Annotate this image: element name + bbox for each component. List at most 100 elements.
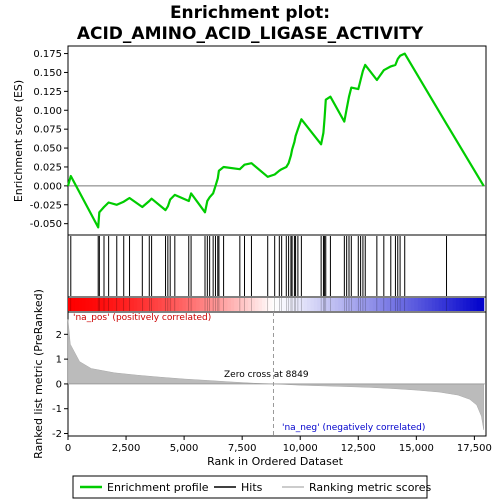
color-bar-segment (455, 298, 461, 311)
x-tick-label: 7,500 (228, 443, 257, 454)
x-tick-label: 5,000 (170, 443, 199, 454)
color-bar-segment (140, 298, 145, 311)
es-y-tick-label: 0.025 (33, 162, 62, 173)
negative-correlation-label: 'na_neg' (negatively correlated) (282, 423, 425, 433)
color-bar-segment (303, 298, 308, 311)
positive-correlation-label: 'na_pos' (positively correlated) (73, 313, 211, 323)
color-bar-segment (216, 298, 222, 311)
color-bar-segment (334, 298, 339, 311)
color-bar-segment (424, 298, 429, 311)
color-bar-segment (192, 298, 197, 311)
color-bar-segment (68, 298, 73, 311)
color-bar-segment (109, 298, 114, 311)
color-bar-segment (324, 298, 329, 311)
color-bar-segment (466, 298, 471, 311)
chart-title-line2: ACID_AMINO_ACID_LIGASE_ACTIVITY (77, 24, 424, 44)
color-bar-segment (248, 298, 253, 311)
color-bar-segment (338, 298, 343, 311)
color-bar-segment (355, 298, 360, 311)
zero-cross-label: Zero cross at 8849 (224, 370, 309, 380)
es-y-axis-title: Enrichment score (ES) (12, 80, 25, 202)
x-tick-label: 0 (65, 443, 71, 454)
color-bar-segment (130, 298, 135, 311)
color-bar-segment (279, 298, 284, 311)
color-bar-segment (126, 298, 131, 311)
color-bar-segment (462, 298, 467, 311)
color-bar-segment (234, 298, 239, 311)
color-bar-segment (400, 298, 405, 311)
color-bar-segment (379, 298, 384, 311)
color-bar-segment (255, 298, 260, 311)
color-bar-segment (178, 298, 183, 311)
color-bar-segment (106, 298, 111, 311)
color-bar-segment (85, 298, 90, 311)
metric-y-axis-title: Ranked list metric (PreRanked) (32, 289, 45, 459)
color-bar-segment (199, 298, 204, 311)
color-bar-segment (116, 298, 121, 311)
metric-y-tick-label: -1 (52, 404, 62, 415)
metric-panel (67, 311, 487, 437)
color-bar-segment (473, 298, 478, 311)
color-bar-segment (258, 298, 263, 311)
x-tick-label: 10,000 (283, 443, 318, 454)
x-tick-label: 2,500 (112, 443, 141, 454)
color-bar-segment (210, 298, 215, 311)
chart-title-line1: Enrichment plot: (170, 3, 330, 23)
color-bar-segment (203, 298, 208, 311)
color-bar-segment (442, 298, 447, 311)
color-bar-segment (407, 298, 412, 311)
color-bar-segment (390, 298, 395, 311)
es-panel (67, 45, 487, 236)
color-bar-segment (92, 298, 97, 311)
color-bar-segment (99, 298, 104, 311)
es-y-tick-label: 0.000 (33, 181, 62, 192)
es-y-tick-label: 0.075 (33, 125, 62, 136)
color-bar-segment (220, 298, 225, 311)
color-bar-segment (459, 298, 464, 311)
color-bar-segment (327, 298, 332, 311)
color-bar-segment (331, 298, 336, 311)
color-bar-segment (386, 298, 391, 311)
color-bar-segment (345, 298, 350, 311)
color-bar-segment (196, 298, 201, 311)
legend-box (72, 475, 428, 499)
color-bar-segment (431, 298, 436, 311)
color-bar-segment (393, 298, 398, 311)
enrichment-profile-line (66, 52, 485, 229)
color-bar-segment (137, 298, 142, 311)
color-bar-segment (175, 298, 180, 311)
legend-label: Enrichment profile (107, 481, 209, 494)
es-y-tick-label: 0.175 (33, 49, 62, 60)
color-bar-segment (452, 298, 457, 311)
color-bar-segment (358, 298, 364, 311)
rank-color-bar (68, 298, 485, 311)
es-y-tick-label: -0.025 (30, 200, 62, 211)
color-bar-segment (144, 298, 149, 311)
metric-y-tick-label: 1 (56, 355, 62, 366)
color-bar-segment (171, 298, 176, 311)
color-bar-segment (241, 298, 246, 311)
color-bar-segment (74, 298, 79, 311)
color-bar-segment (296, 298, 301, 311)
color-bar-segment (261, 298, 267, 311)
color-bar-segment (206, 298, 211, 311)
x-tick-label: 17,500 (457, 443, 492, 454)
es-y-tick-label: 0.100 (33, 106, 62, 117)
metric-y-tick-label: 2 (56, 330, 62, 341)
color-bar-segment (237, 298, 242, 311)
color-bar-segment (272, 298, 277, 311)
color-bar-segment (95, 298, 100, 311)
color-bar-segment (147, 298, 152, 311)
color-bar-segment (119, 298, 125, 311)
color-bar-segment (164, 298, 170, 311)
color-bar-segment (317, 298, 322, 311)
color-bar-segment (293, 298, 298, 311)
color-bar-segment (182, 298, 187, 311)
color-bar-segment (421, 298, 426, 311)
x-tick-label: 15,000 (399, 443, 434, 454)
color-bar-segment (376, 298, 381, 311)
color-bar-segment (310, 298, 315, 311)
color-bar-segment (320, 298, 325, 311)
color-bar-segment (102, 298, 107, 311)
